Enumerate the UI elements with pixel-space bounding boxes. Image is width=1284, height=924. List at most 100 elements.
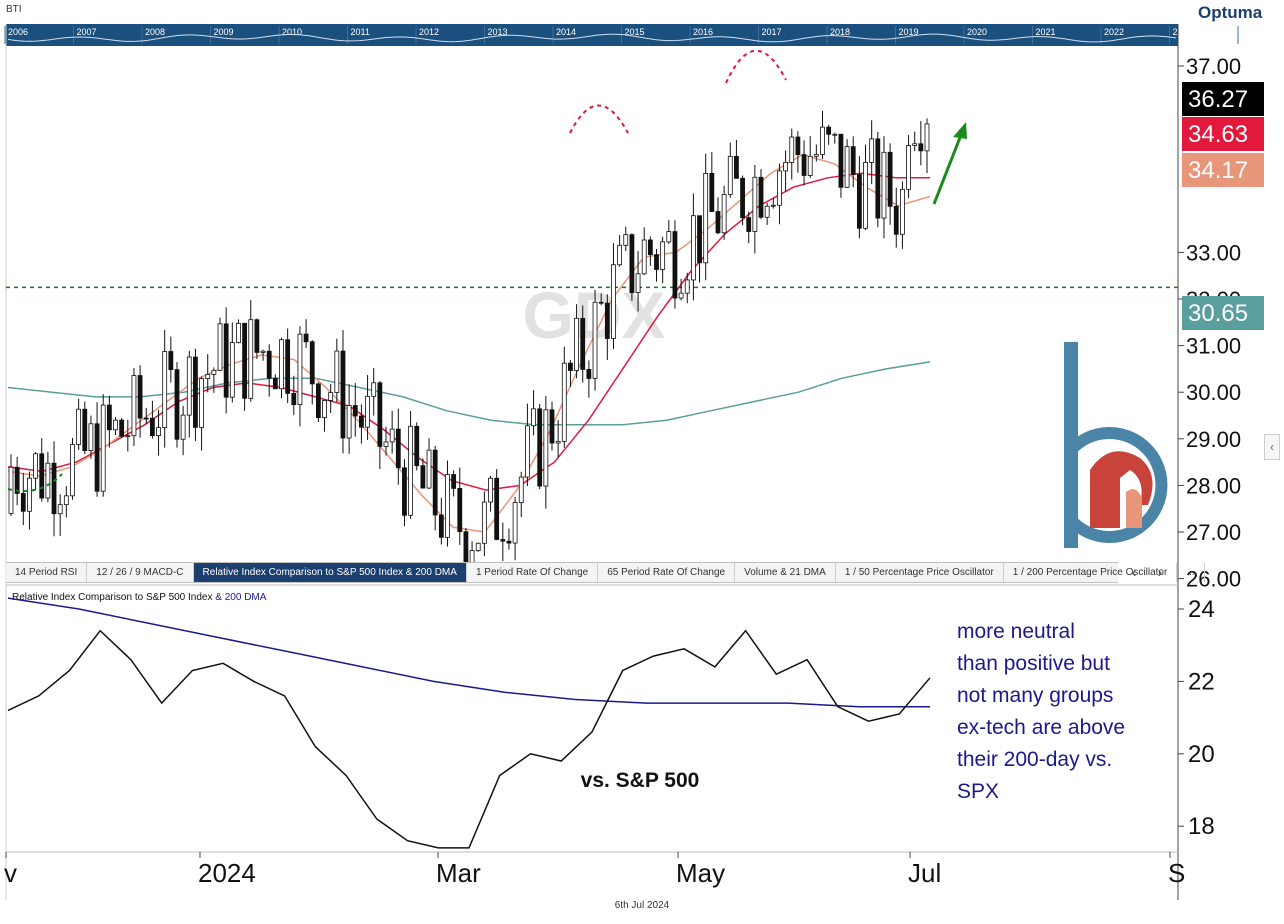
indicator-tab[interactable]: 1 / 200 Percentage Price Oscillator xyxy=(1004,563,1178,582)
indicator-tab[interactable]: 12 / 26 / 9 MACD-C xyxy=(87,563,194,582)
candle-body xyxy=(647,239,653,256)
overview-year-label: 2008 xyxy=(145,27,165,37)
candle-body xyxy=(236,322,241,344)
relative-axis: 18 20 22 24 xyxy=(1178,596,1215,840)
candle-body xyxy=(568,362,573,371)
candle-body xyxy=(309,341,315,385)
candle-body xyxy=(777,170,782,206)
indicator-tab[interactable]: 65 Period Rate Of Change xyxy=(598,563,736,582)
indicator-tab[interactable]: 1 / 50 Percentage Price Oscillator xyxy=(836,563,1004,582)
indicator-tab[interactable]: ... xyxy=(1177,563,1205,582)
candle-body xyxy=(174,369,180,440)
overview-year-label: 2006 xyxy=(8,27,28,37)
date-tick-label: Mar xyxy=(436,858,481,888)
price-badge-label: 34.17 xyxy=(1188,157,1248,184)
indicator-tab[interactable]: 14 Period RSI xyxy=(6,563,88,582)
candle-body xyxy=(611,264,616,339)
candle-body xyxy=(149,417,155,436)
price-tick-label: 37.00 xyxy=(1186,54,1241,79)
tab-next-button[interactable]: › xyxy=(1157,564,1163,580)
price-badge-label: 34.63 xyxy=(1188,121,1248,148)
candle-body xyxy=(881,151,887,219)
candle-body xyxy=(39,453,45,499)
candle-body xyxy=(789,136,795,163)
candle-body xyxy=(537,408,543,487)
candle-body xyxy=(432,449,438,516)
candle-body xyxy=(33,453,38,479)
candle-body xyxy=(574,317,579,371)
brand-logo: Optuma xyxy=(1198,3,1263,22)
head-arc xyxy=(725,49,787,84)
ma50-line xyxy=(7,172,930,491)
date-tick-label: v xyxy=(4,858,17,888)
annotation-text: more neutral than positive but not many gr… xyxy=(957,616,1167,808)
price-tick-label: 29.00 xyxy=(1186,427,1241,452)
candle-body xyxy=(660,241,666,270)
candle-body xyxy=(746,217,752,232)
candles xyxy=(8,110,930,579)
candle-body xyxy=(88,423,94,451)
candle-body xyxy=(863,162,868,229)
price-badge xyxy=(1182,153,1264,187)
candle-body xyxy=(248,319,254,399)
lower-title: Relative Index Comparison to S&P 500 Ind… xyxy=(12,592,267,603)
indicator-tab[interactable]: Relative Index Comparison to S&P 500 Ind… xyxy=(193,563,467,582)
indicator-tabs: 14 Period RSI 12 / 26 / 9 MACD-C Relative … xyxy=(6,562,1205,583)
candle-body xyxy=(654,254,659,270)
candle-body xyxy=(254,319,260,353)
overview-year-label: 2013 xyxy=(488,27,508,37)
candle-body xyxy=(106,404,112,431)
candle-body xyxy=(365,395,370,428)
indicator-tab[interactable]: 1 Period Rate Of Change xyxy=(467,563,599,582)
candle-body xyxy=(27,477,32,512)
candle-body xyxy=(715,211,721,234)
price-tick-label: 30.00 xyxy=(1186,380,1241,405)
candle-body xyxy=(666,231,672,243)
candle-body xyxy=(143,417,149,420)
candle-body xyxy=(113,419,118,431)
candle-body xyxy=(672,231,678,299)
price-tick-label: 31.00 xyxy=(1186,334,1241,359)
candle-body xyxy=(82,408,88,451)
tab-prev-button[interactable]: ‹ xyxy=(1131,564,1137,580)
candle-body xyxy=(57,504,63,515)
overview-year-label: 2024 xyxy=(1241,27,1261,37)
candle-body xyxy=(543,409,549,487)
candle-body xyxy=(260,350,266,353)
candle-body xyxy=(137,375,143,419)
price-badge-label: 36.27 xyxy=(1188,86,1248,113)
overview-year-label: 2011 xyxy=(351,27,370,37)
candle-body xyxy=(156,427,161,436)
candle-body xyxy=(45,462,51,499)
indicator-tab[interactable]: Volume & 21 DMA xyxy=(735,563,836,582)
candle-body xyxy=(703,173,709,264)
candle-body xyxy=(162,351,168,428)
price-tick-label: 26.00 xyxy=(1186,567,1241,592)
candle-body xyxy=(525,425,530,478)
candle-body xyxy=(586,369,592,379)
candle-body xyxy=(875,138,881,219)
candle-body xyxy=(617,244,623,266)
vs-sp500-label: vs. S&P 500 xyxy=(581,769,700,792)
candle-body xyxy=(893,205,899,235)
candle-body xyxy=(438,514,444,538)
candle-body xyxy=(420,465,426,489)
candle-body xyxy=(100,404,106,492)
annotation-line: ex-tech are above xyxy=(957,716,1126,739)
ma200-line xyxy=(7,361,931,426)
side-panel-toggle[interactable]: ‹ xyxy=(1264,434,1280,460)
candle-body xyxy=(131,375,137,437)
candle-body xyxy=(924,123,930,152)
up-arrow-shaft xyxy=(932,134,963,205)
candle-body xyxy=(51,462,57,515)
candle-body xyxy=(334,350,340,393)
candle-body xyxy=(180,414,186,440)
overview-strip[interactable] xyxy=(6,24,1178,46)
candle-body xyxy=(211,369,217,375)
candle-body xyxy=(906,145,911,190)
candle-body xyxy=(125,435,131,438)
candle-body xyxy=(912,143,918,146)
candle-body xyxy=(205,373,211,380)
annotation-line: not many groups xyxy=(957,684,1114,707)
candle-body xyxy=(549,409,555,444)
